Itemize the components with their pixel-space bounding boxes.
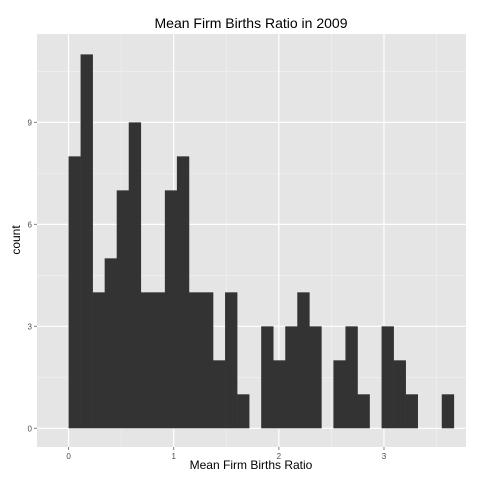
y-axis-ticks: 0 3 6 9 [28, 118, 37, 433]
histogram-bar [80, 54, 93, 429]
histogram-bar [104, 258, 118, 429]
histogram-bar [225, 292, 238, 429]
x-axis-ticks: 0 1 2 3 [66, 447, 387, 461]
x-tick-label: 2 [277, 452, 282, 461]
histogram-bar [309, 326, 322, 429]
histogram-bar [441, 394, 455, 429]
histogram-bar [128, 122, 142, 429]
y-tick-label: 3 [28, 322, 33, 331]
histogram-bar [68, 156, 81, 429]
histogram-bar [140, 292, 154, 429]
x-axis-title: Mean Firm Births Ratio [190, 458, 313, 472]
histogram-bar [405, 394, 418, 429]
histogram-bar [92, 292, 105, 429]
histogram-bar [357, 394, 370, 429]
histogram-bar [200, 292, 214, 429]
histogram-bar [261, 326, 274, 429]
y-tick-label: 0 [28, 424, 33, 433]
histogram-bar [285, 326, 298, 429]
histogram-bar [237, 394, 250, 429]
y-tick-label: 9 [28, 118, 33, 127]
histogram-bars [68, 54, 455, 429]
x-tick-label: 3 [382, 452, 387, 461]
histogram-bar [213, 360, 226, 429]
histogram-bar [188, 292, 202, 429]
y-tick-label: 6 [28, 220, 33, 229]
histogram-bar [164, 190, 178, 429]
histogram-bar [381, 326, 394, 429]
histogram-bar [273, 360, 286, 429]
histogram-bar [297, 292, 310, 429]
chart-title: Mean Firm Births Ratio in 2009 [155, 15, 348, 31]
y-axis-title: count [9, 225, 23, 255]
x-tick-label: 1 [171, 452, 176, 461]
histogram-bar [393, 360, 406, 429]
histogram-bar [345, 326, 358, 429]
x-tick-label: 0 [66, 452, 71, 461]
histogram-bar [116, 190, 130, 429]
histogram-bar [176, 156, 190, 429]
histogram-bar [333, 360, 346, 429]
histogram-bar [152, 292, 166, 429]
